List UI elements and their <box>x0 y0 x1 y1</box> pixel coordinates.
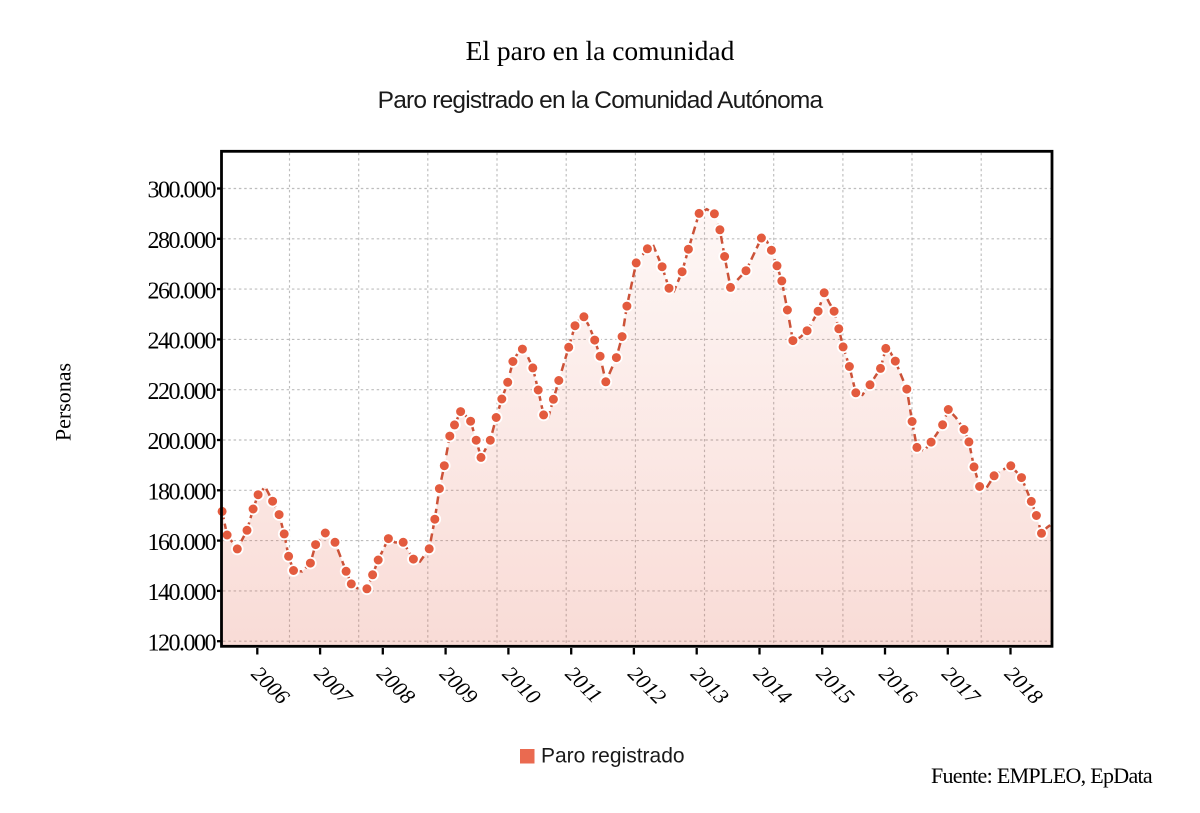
svg-text:160.000: 160.000 <box>148 530 217 556</box>
svg-text:260.000: 260.000 <box>148 278 217 304</box>
svg-text:300.000: 300.000 <box>148 178 217 204</box>
svg-text:180.000: 180.000 <box>148 480 217 506</box>
svg-text:200.000: 200.000 <box>148 429 217 455</box>
svg-text:280.000: 280.000 <box>148 228 217 254</box>
svg-text:Personas: Personas <box>51 363 76 441</box>
svg-text:El paro en la comunidad: El paro en la comunidad <box>466 35 735 66</box>
svg-text:140.000: 140.000 <box>148 580 217 606</box>
svg-text:Paro registrado en la Comunida: Paro registrado en la Comunidad Autónoma <box>378 87 824 114</box>
svg-text:Paro registrado: Paro registrado <box>541 745 685 768</box>
svg-text:240.000: 240.000 <box>148 329 217 355</box>
svg-text:220.000: 220.000 <box>148 379 217 405</box>
svg-text:120.000: 120.000 <box>148 630 217 656</box>
svg-text:Fuente: EMPLEO, EpData: Fuente: EMPLEO, EpData <box>931 763 1153 788</box>
